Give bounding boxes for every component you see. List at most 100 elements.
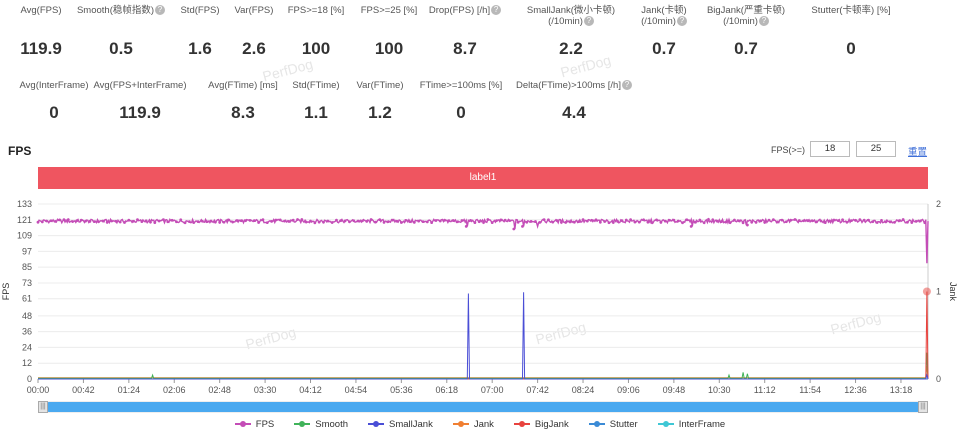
y-tick-label-left: 109 xyxy=(17,231,32,241)
fps-point xyxy=(746,223,749,227)
stat-value: 1.1 xyxy=(304,103,328,122)
help-icon[interactable]: ? xyxy=(676,16,687,27)
fps-point xyxy=(339,219,343,223)
fps-point xyxy=(720,220,723,223)
fps-point xyxy=(901,218,905,221)
fps-filter-label: FPS(>=) xyxy=(771,145,806,155)
fps-point xyxy=(136,218,139,222)
section-title: FPS xyxy=(8,144,32,158)
fps-threshold-input-2[interactable]: 25 xyxy=(856,141,896,157)
fps-point xyxy=(252,219,256,223)
legend-label: Stutter xyxy=(609,419,638,430)
legend-item-jank[interactable]: Jank xyxy=(452,419,494,430)
fps-point xyxy=(309,219,312,223)
fps-point xyxy=(395,219,399,223)
stat-stats_row1-9: BigJank(严重卡顿) (/10min)? 0.7 xyxy=(686,5,806,58)
fps-point xyxy=(71,220,75,223)
fps-point xyxy=(516,220,520,224)
fps-point xyxy=(296,218,299,221)
help-icon[interactable]: ? xyxy=(583,16,594,27)
fps-point xyxy=(560,220,563,224)
help-icon[interactable]: ? xyxy=(491,5,502,16)
fps-point xyxy=(572,220,576,224)
fps-point xyxy=(330,221,334,224)
scrollbar-right-handle[interactable]: ||| xyxy=(918,401,928,413)
series-line-jank xyxy=(38,365,929,379)
fps-point xyxy=(88,219,92,223)
fps-point xyxy=(482,221,485,224)
fps-point xyxy=(373,220,377,224)
stat-label: Avg(FTime) [ms] xyxy=(183,80,303,91)
fps-point xyxy=(430,221,434,225)
label-bar[interactable]: label1 xyxy=(38,167,928,189)
y-tick-label-left: 48 xyxy=(22,311,32,321)
fps-point xyxy=(823,221,827,224)
stat-label-text: Avg(FPS+InterFrame) xyxy=(93,80,187,91)
scrollbar-left-handle[interactable]: ||| xyxy=(38,401,48,413)
fps-point xyxy=(854,218,857,222)
reset-link[interactable]: 重置 xyxy=(908,147,928,158)
x-tick-label: 02:06 xyxy=(163,385,186,395)
help-icon[interactable]: ? xyxy=(758,16,769,27)
stat-value: 0 xyxy=(49,103,59,122)
fps-point xyxy=(101,219,105,223)
stat-value: 119.9 xyxy=(20,39,62,58)
legend-item-smooth[interactable]: Smooth xyxy=(294,419,348,430)
fps-point xyxy=(183,221,187,225)
stat-label-text: FPS>=18 [%] xyxy=(287,5,345,16)
stat-value: 8.3 xyxy=(231,103,255,122)
legend-swatch xyxy=(513,421,530,428)
x-tick-label: 03:30 xyxy=(254,385,277,395)
fps-threshold-input-1[interactable]: 18 xyxy=(810,141,850,157)
stat-stats_row2-5: FTime>=100ms [%] 0 xyxy=(401,80,521,122)
help-icon[interactable]: ? xyxy=(155,5,166,16)
fps-point xyxy=(836,219,840,223)
y-tick-label-right: 2 xyxy=(936,199,941,209)
legend-item-smalljank[interactable]: SmallJank xyxy=(368,419,433,430)
fps-point xyxy=(84,219,87,223)
fps-point xyxy=(659,221,663,224)
fps-point xyxy=(326,219,330,223)
fps-point xyxy=(391,218,395,222)
stat-label: Var(FTime) xyxy=(320,80,440,91)
fps-point xyxy=(564,221,568,224)
fps-point xyxy=(378,218,382,222)
fps-point xyxy=(568,220,572,224)
time-range-scrollbar[interactable]: ||| ||| xyxy=(38,401,928,413)
fps-point xyxy=(711,218,715,222)
fps-point xyxy=(192,221,196,224)
legend-item-fps[interactable]: FPS xyxy=(234,419,274,430)
fps-point xyxy=(750,220,754,224)
fps-point xyxy=(144,219,148,223)
legend-item-stutter[interactable]: Stutter xyxy=(588,419,638,430)
legend-item-interframe[interactable]: InterFrame xyxy=(657,419,725,430)
x-tick-label: 00:42 xyxy=(72,385,95,395)
series-line-smooth xyxy=(38,352,929,379)
legend-item-bigjank[interactable]: BigJank xyxy=(513,419,569,430)
fps-point xyxy=(642,218,645,222)
stat-label: SmallJank(微小卡顿) (/10min)? xyxy=(511,5,631,27)
fps-point xyxy=(231,220,235,224)
fps-point xyxy=(763,221,767,224)
scrollbar-range[interactable] xyxy=(47,402,919,412)
fps-point xyxy=(681,221,684,225)
fps-point xyxy=(469,218,472,222)
fps-point xyxy=(317,220,321,224)
fps-point xyxy=(62,218,66,222)
fps-point xyxy=(456,220,459,224)
fps-point xyxy=(213,220,217,224)
fps-point xyxy=(884,220,888,224)
legend-swatch xyxy=(588,421,605,428)
y-tick-label-right: 0 xyxy=(936,374,941,384)
fps-point xyxy=(92,220,96,224)
stat-label: Drop(FPS) [/h]? xyxy=(405,5,525,16)
fps-point xyxy=(780,218,784,222)
fps-point xyxy=(728,221,732,225)
help-icon[interactable]: ? xyxy=(621,80,632,91)
fps-point xyxy=(248,218,252,222)
legend-swatch xyxy=(294,421,311,428)
fps-point xyxy=(923,221,927,225)
fps-point xyxy=(793,218,797,221)
fps-point xyxy=(542,218,546,222)
